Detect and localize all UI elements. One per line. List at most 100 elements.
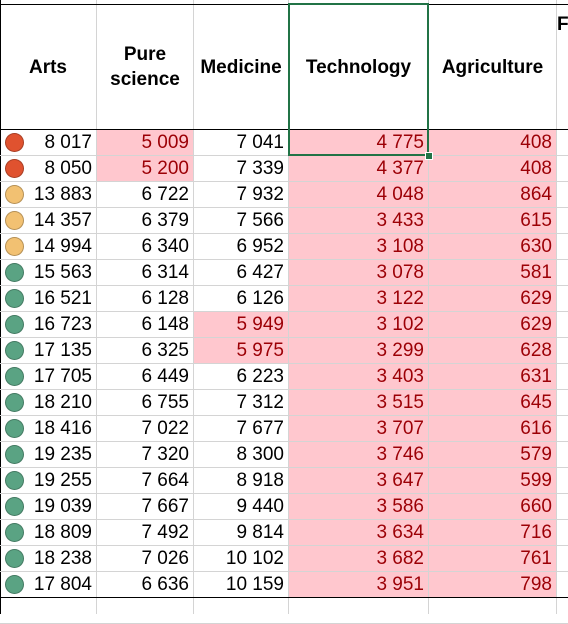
empty-cell[interactable] <box>0 598 96 623</box>
med-cell[interactable]: 6 126 <box>194 286 288 311</box>
arts-cell[interactable]: 16 521 <box>0 286 96 311</box>
agri-cell[interactable]: 629 <box>429 286 556 311</box>
tech-cell[interactable]: 3 433 <box>289 208 428 233</box>
agri-cell[interactable]: 798 <box>429 572 556 597</box>
header-arts[interactable]: Arts <box>0 4 96 130</box>
arts-cell[interactable]: 18 238 <box>0 546 96 571</box>
tech-cell[interactable]: 4 048 <box>289 182 428 207</box>
arts-cell[interactable]: 18 416 <box>0 416 96 441</box>
agri-cell[interactable]: 630 <box>429 234 556 259</box>
pure-cell[interactable]: 7 022 <box>97 416 193 441</box>
agri-cell[interactable]: 408 <box>429 130 556 155</box>
agri-cell[interactable]: 616 <box>429 416 556 441</box>
pure-cell[interactable]: 5 009 <box>97 130 193 155</box>
med-cell[interactable]: 7 312 <box>194 390 288 415</box>
agri-cell[interactable]: 628 <box>429 338 556 363</box>
empty-cell[interactable] <box>194 598 288 623</box>
arts-cell[interactable]: 13 883 <box>0 182 96 207</box>
med-cell[interactable]: 10 102 <box>194 546 288 571</box>
tech-cell[interactable]: 3 707 <box>289 416 428 441</box>
tech-cell[interactable]: 3 515 <box>289 390 428 415</box>
agri-cell[interactable]: 599 <box>429 468 556 493</box>
pure-cell[interactable]: 7 664 <box>97 468 193 493</box>
med-cell[interactable]: 7 677 <box>194 416 288 441</box>
tech-cell[interactable]: 3 122 <box>289 286 428 311</box>
fill-handle[interactable] <box>425 152 433 160</box>
arts-cell[interactable]: 14 994 <box>0 234 96 259</box>
agri-cell[interactable]: 761 <box>429 546 556 571</box>
med-cell[interactable]: 9 440 <box>194 494 288 519</box>
arts-cell[interactable]: 19 039 <box>0 494 96 519</box>
pure-cell[interactable]: 6 449 <box>97 364 193 389</box>
arts-cell[interactable]: 14 357 <box>0 208 96 233</box>
empty-cell[interactable] <box>557 598 567 623</box>
med-cell[interactable]: 6 952 <box>194 234 288 259</box>
med-cell[interactable]: 10 159 <box>194 572 288 597</box>
empty-cell[interactable] <box>289 598 428 623</box>
tech-cell[interactable]: 3 108 <box>289 234 428 259</box>
pure-cell[interactable]: 6 314 <box>97 260 193 285</box>
arts-cell[interactable]: 17 705 <box>0 364 96 389</box>
tech-cell[interactable]: 3 102 <box>289 312 428 337</box>
med-cell[interactable]: 7 932 <box>194 182 288 207</box>
pure-cell[interactable]: 7 492 <box>97 520 193 545</box>
tech-cell[interactable]: 3 647 <box>289 468 428 493</box>
agri-cell[interactable]: 645 <box>429 390 556 415</box>
agri-cell[interactable]: 631 <box>429 364 556 389</box>
tech-cell[interactable]: 3 586 <box>289 494 428 519</box>
empty-cell[interactable] <box>97 598 193 623</box>
arts-cell[interactable]: 16 723 <box>0 312 96 337</box>
pure-cell[interactable]: 6 722 <box>97 182 193 207</box>
empty-cell[interactable] <box>429 598 556 623</box>
agri-cell[interactable]: 864 <box>429 182 556 207</box>
agri-cell[interactable]: 615 <box>429 208 556 233</box>
med-cell[interactable]: 7 339 <box>194 156 288 181</box>
med-cell[interactable]: 8 918 <box>194 468 288 493</box>
med-cell[interactable]: 5 949 <box>194 312 288 337</box>
pure-cell[interactable]: 7 667 <box>97 494 193 519</box>
agri-cell[interactable]: 408 <box>429 156 556 181</box>
agri-cell[interactable]: 579 <box>429 442 556 467</box>
header-agriculture[interactable]: Agriculture <box>429 4 556 130</box>
pure-cell[interactable]: 6 325 <box>97 338 193 363</box>
header-pure-science[interactable]: Pure science <box>97 4 193 130</box>
arts-cell[interactable]: 19 235 <box>0 442 96 467</box>
header-partial[interactable]: F <box>557 4 568 44</box>
arts-cell[interactable]: 17 135 <box>0 338 96 363</box>
arts-cell[interactable]: 18 809 <box>0 520 96 545</box>
med-cell[interactable]: 6 223 <box>194 364 288 389</box>
tech-cell[interactable]: 3 682 <box>289 546 428 571</box>
pure-cell[interactable]: 6 148 <box>97 312 193 337</box>
agri-cell[interactable]: 660 <box>429 494 556 519</box>
pure-cell[interactable]: 6 636 <box>97 572 193 597</box>
pure-cell[interactable]: 5 200 <box>97 156 193 181</box>
pure-cell[interactable]: 6 340 <box>97 234 193 259</box>
pure-cell[interactable]: 6 379 <box>97 208 193 233</box>
arts-cell[interactable]: 18 210 <box>0 390 96 415</box>
tech-cell[interactable]: 4 377 <box>289 156 428 181</box>
arts-cell[interactable]: 15 563 <box>0 260 96 285</box>
pure-cell[interactable]: 7 026 <box>97 546 193 571</box>
tech-cell[interactable]: 3 078 <box>289 260 428 285</box>
pure-cell[interactable]: 6 755 <box>97 390 193 415</box>
med-cell[interactable]: 8 300 <box>194 442 288 467</box>
med-cell[interactable]: 9 814 <box>194 520 288 545</box>
agri-cell[interactable]: 629 <box>429 312 556 337</box>
med-cell[interactable]: 5 975 <box>194 338 288 363</box>
tech-cell[interactable]: 3 634 <box>289 520 428 545</box>
tech-cell[interactable]: 3 299 <box>289 338 428 363</box>
arts-cell[interactable]: 8 050 <box>0 156 96 181</box>
pure-cell[interactable]: 7 320 <box>97 442 193 467</box>
med-cell[interactable]: 7 566 <box>194 208 288 233</box>
arts-cell[interactable]: 17 804 <box>0 572 96 597</box>
agri-cell[interactable]: 716 <box>429 520 556 545</box>
arts-cell[interactable]: 19 255 <box>0 468 96 493</box>
tech-cell[interactable]: 3 403 <box>289 364 428 389</box>
arts-cell[interactable]: 8 017 <box>0 130 96 155</box>
tech-cell[interactable]: 3 951 <box>289 572 428 597</box>
pure-cell[interactable]: 6 128 <box>97 286 193 311</box>
med-cell[interactable]: 7 041 <box>194 130 288 155</box>
agri-cell[interactable]: 581 <box>429 260 556 285</box>
tech-cell[interactable]: 3 746 <box>289 442 428 467</box>
header-medicine[interactable]: Medicine <box>194 4 288 130</box>
